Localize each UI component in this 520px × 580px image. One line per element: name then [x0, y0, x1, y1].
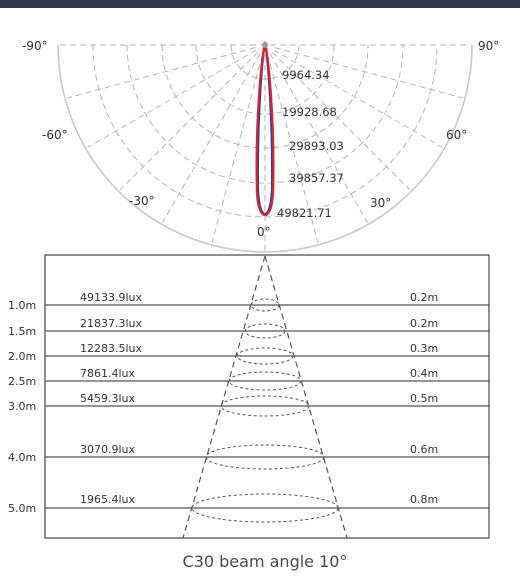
table-row: 3.0m 5459.3lux 0.5m: [8, 392, 489, 417]
ring-label-1: 9964.34: [282, 68, 330, 82]
table-row: 5.0m 1965.4lux 0.8m: [8, 493, 489, 523]
beam-cone-table: 1.0m 49133.9lux 0.2m 1.5m 21837.3lux 0.2…: [8, 254, 490, 539]
diameter-label: 0.3m: [410, 342, 438, 355]
beam-ellipse: [205, 444, 325, 470]
lux-label: 12283.5lux: [80, 342, 143, 355]
table-row: 2.5m 7861.4lux 0.4m: [8, 367, 489, 391]
beam-ellipse: [220, 395, 310, 417]
cone-edge-right: [264, 255, 348, 539]
lux-label: 21837.3lux: [80, 317, 143, 330]
polar-spoke: [66, 47, 256, 99]
diameter-label: 0.6m: [410, 443, 438, 456]
polar-spoke: [87, 49, 257, 148]
lux-label: 5459.3lux: [80, 392, 136, 405]
cone-edge-left: [182, 255, 266, 539]
beam-ellipse: [244, 323, 286, 339]
polar-outer-arc: [57, 44, 473, 253]
diagram-caption: C30 beam angle 10°: [183, 552, 348, 571]
lux-label: 1965.4lux: [80, 493, 136, 506]
distance-label: 1.0m: [8, 299, 36, 312]
table-frame: [44, 254, 490, 539]
angle-label-left-60: -60°: [42, 128, 68, 142]
table-row: 2.0m 12283.5lux 0.3m: [8, 342, 489, 365]
distance-label: 2.5m: [8, 375, 36, 388]
polar-spoke: [119, 51, 259, 191]
lux-label: 7861.4lux: [80, 367, 136, 380]
beam-ellipse: [250, 298, 280, 312]
polar-spoke: [273, 49, 443, 148]
polar-grid: [66, 44, 464, 252]
table-row: 1.0m 49133.9lux 0.2m: [8, 291, 489, 312]
beam-ellipse: [228, 371, 302, 391]
table-row: 1.5m 21837.3lux 0.2m: [8, 317, 489, 339]
intensity-curve-primary: [255, 41, 275, 217]
angle-label-right-90: 90°: [478, 39, 499, 53]
polar-spoke: [274, 47, 464, 99]
polar-center-dot: [262, 42, 268, 48]
beam-ellipse: [236, 347, 294, 365]
polar-ring-4: [126, 44, 404, 184]
angle-label-zero: 0°: [257, 225, 271, 239]
diameter-label: 0.8m: [410, 493, 438, 506]
distance-label: 5.0m: [8, 502, 36, 515]
cone-lines: [182, 255, 348, 539]
ring-label-4: 39857.37: [289, 171, 344, 185]
polar-ring-2: [195, 44, 335, 115]
polar-spoke: [267, 54, 319, 244]
distance-label: 3.0m: [8, 400, 36, 413]
diameter-label: 0.5m: [410, 392, 438, 405]
beam-ellipse: [191, 493, 339, 523]
diameter-label: 0.2m: [410, 291, 438, 304]
top-bar: [0, 0, 520, 8]
polar-spoke: [162, 53, 261, 223]
lux-label: 3070.9lux: [80, 443, 136, 456]
ring-label-3: 29893.03: [289, 139, 344, 153]
polar-plot: -90° 90° -60° 60° -30° 30° 0° 9964.34 19…: [22, 39, 499, 253]
diameter-label: 0.4m: [410, 367, 438, 380]
angle-label-right-60: 60°: [446, 128, 467, 142]
angle-label-left-30: -30°: [129, 194, 155, 208]
table-row: 4.0m 3070.9lux 0.6m: [8, 443, 489, 470]
distance-label: 2.0m: [8, 350, 36, 363]
angle-label-left-90: -90°: [22, 39, 48, 53]
distance-label: 1.5m: [8, 325, 36, 338]
polar-curves: [255, 41, 275, 217]
diameter-label: 0.2m: [410, 317, 438, 330]
ring-label-5: 49821.71: [277, 206, 332, 220]
distance-label: 4.0m: [8, 451, 36, 464]
polar-spoke: [269, 53, 368, 223]
angle-label-right-30: 30°: [370, 196, 391, 210]
polar-spoke: [271, 51, 411, 191]
lux-label: 49133.9lux: [80, 291, 143, 304]
polar-spoke: [211, 54, 263, 244]
ring-label-2: 19928.68: [282, 105, 337, 119]
